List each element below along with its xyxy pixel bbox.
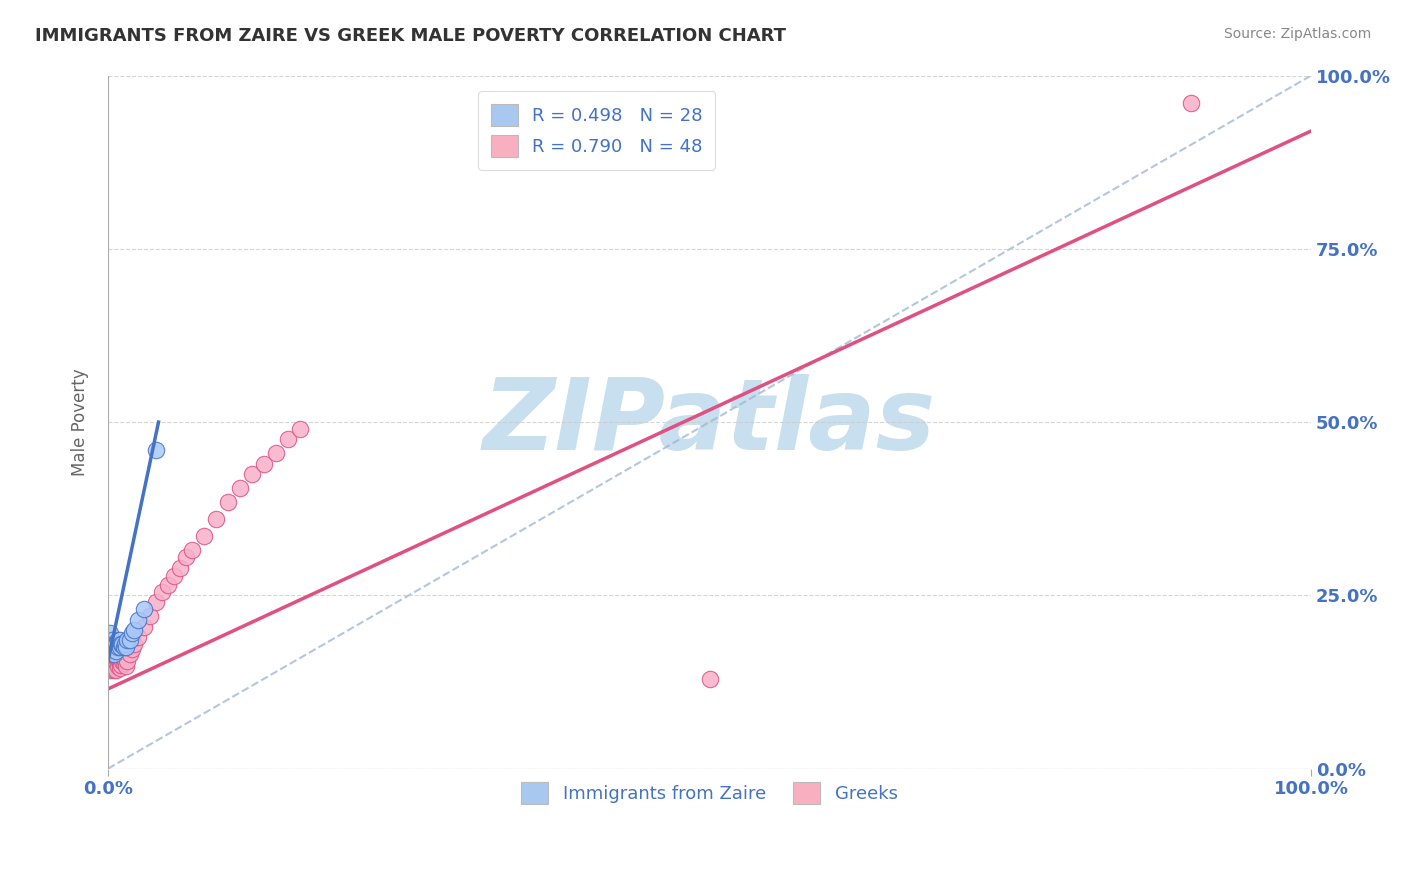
Y-axis label: Male Poverty: Male Poverty [72, 368, 89, 476]
Legend: Immigrants from Zaire, Greeks: Immigrants from Zaire, Greeks [510, 772, 908, 815]
Point [181, 543, 204, 558]
Point [111, 654, 134, 668]
Point [124, 637, 146, 651]
Point [105, 637, 128, 651]
Point [103, 663, 125, 677]
Point [205, 512, 228, 526]
Point [266, 446, 288, 460]
Point [107, 659, 129, 673]
Point [118, 647, 141, 661]
Point [101, 661, 124, 675]
Point [100, 659, 122, 673]
Point [127, 630, 149, 644]
Point [150, 585, 173, 599]
Point [100, 657, 122, 671]
Point [105, 644, 128, 658]
Point [98, 654, 121, 668]
Point [114, 654, 136, 668]
Point [101, 637, 124, 651]
Point [101, 644, 124, 658]
Point [115, 640, 138, 655]
Point [100, 640, 122, 655]
Point [121, 626, 143, 640]
Point [100, 663, 122, 677]
Point [139, 609, 162, 624]
Point [112, 640, 135, 655]
Point [104, 640, 127, 655]
Point [145, 442, 167, 457]
Point [114, 637, 136, 651]
Point [108, 640, 131, 655]
Point [699, 672, 721, 686]
Point [118, 633, 141, 648]
Point [110, 637, 132, 651]
Point [100, 633, 122, 648]
Point [107, 640, 129, 655]
Point [124, 623, 146, 637]
Point [105, 663, 128, 677]
Point [111, 637, 134, 651]
Text: Source: ZipAtlas.com: Source: ZipAtlas.com [1223, 27, 1371, 41]
Point [100, 661, 122, 675]
Point [103, 647, 125, 661]
Point [1180, 96, 1202, 111]
Point [163, 569, 186, 583]
Point [115, 633, 138, 648]
Text: IMMIGRANTS FROM ZAIRE VS GREEK MALE POVERTY CORRELATION CHART: IMMIGRANTS FROM ZAIRE VS GREEK MALE POVE… [35, 27, 786, 45]
Point [157, 578, 180, 592]
Point [107, 654, 129, 668]
Point [121, 642, 143, 657]
Point [103, 640, 125, 655]
Point [127, 613, 149, 627]
Point [229, 481, 252, 495]
Point [108, 657, 131, 672]
Point [105, 659, 128, 673]
Point [107, 633, 129, 648]
Point [108, 654, 131, 668]
Point [240, 467, 263, 481]
Point [104, 637, 127, 651]
Point [217, 495, 239, 509]
Point [101, 657, 124, 672]
Point [132, 619, 155, 633]
Point [169, 560, 191, 574]
Point [132, 602, 155, 616]
Point [253, 457, 276, 471]
Point [174, 550, 197, 565]
Text: ZIPatlas: ZIPatlas [484, 374, 936, 471]
Point [145, 595, 167, 609]
Point [108, 637, 131, 651]
Point [112, 657, 135, 671]
Point [103, 659, 125, 673]
Point [115, 654, 138, 668]
Point [193, 529, 215, 543]
Point [104, 657, 127, 671]
Point [100, 626, 122, 640]
Point [290, 422, 312, 436]
Point [277, 433, 299, 447]
Point [104, 661, 127, 675]
Point [108, 661, 131, 675]
Point [108, 633, 131, 648]
Point [115, 659, 138, 673]
Point [110, 657, 132, 672]
